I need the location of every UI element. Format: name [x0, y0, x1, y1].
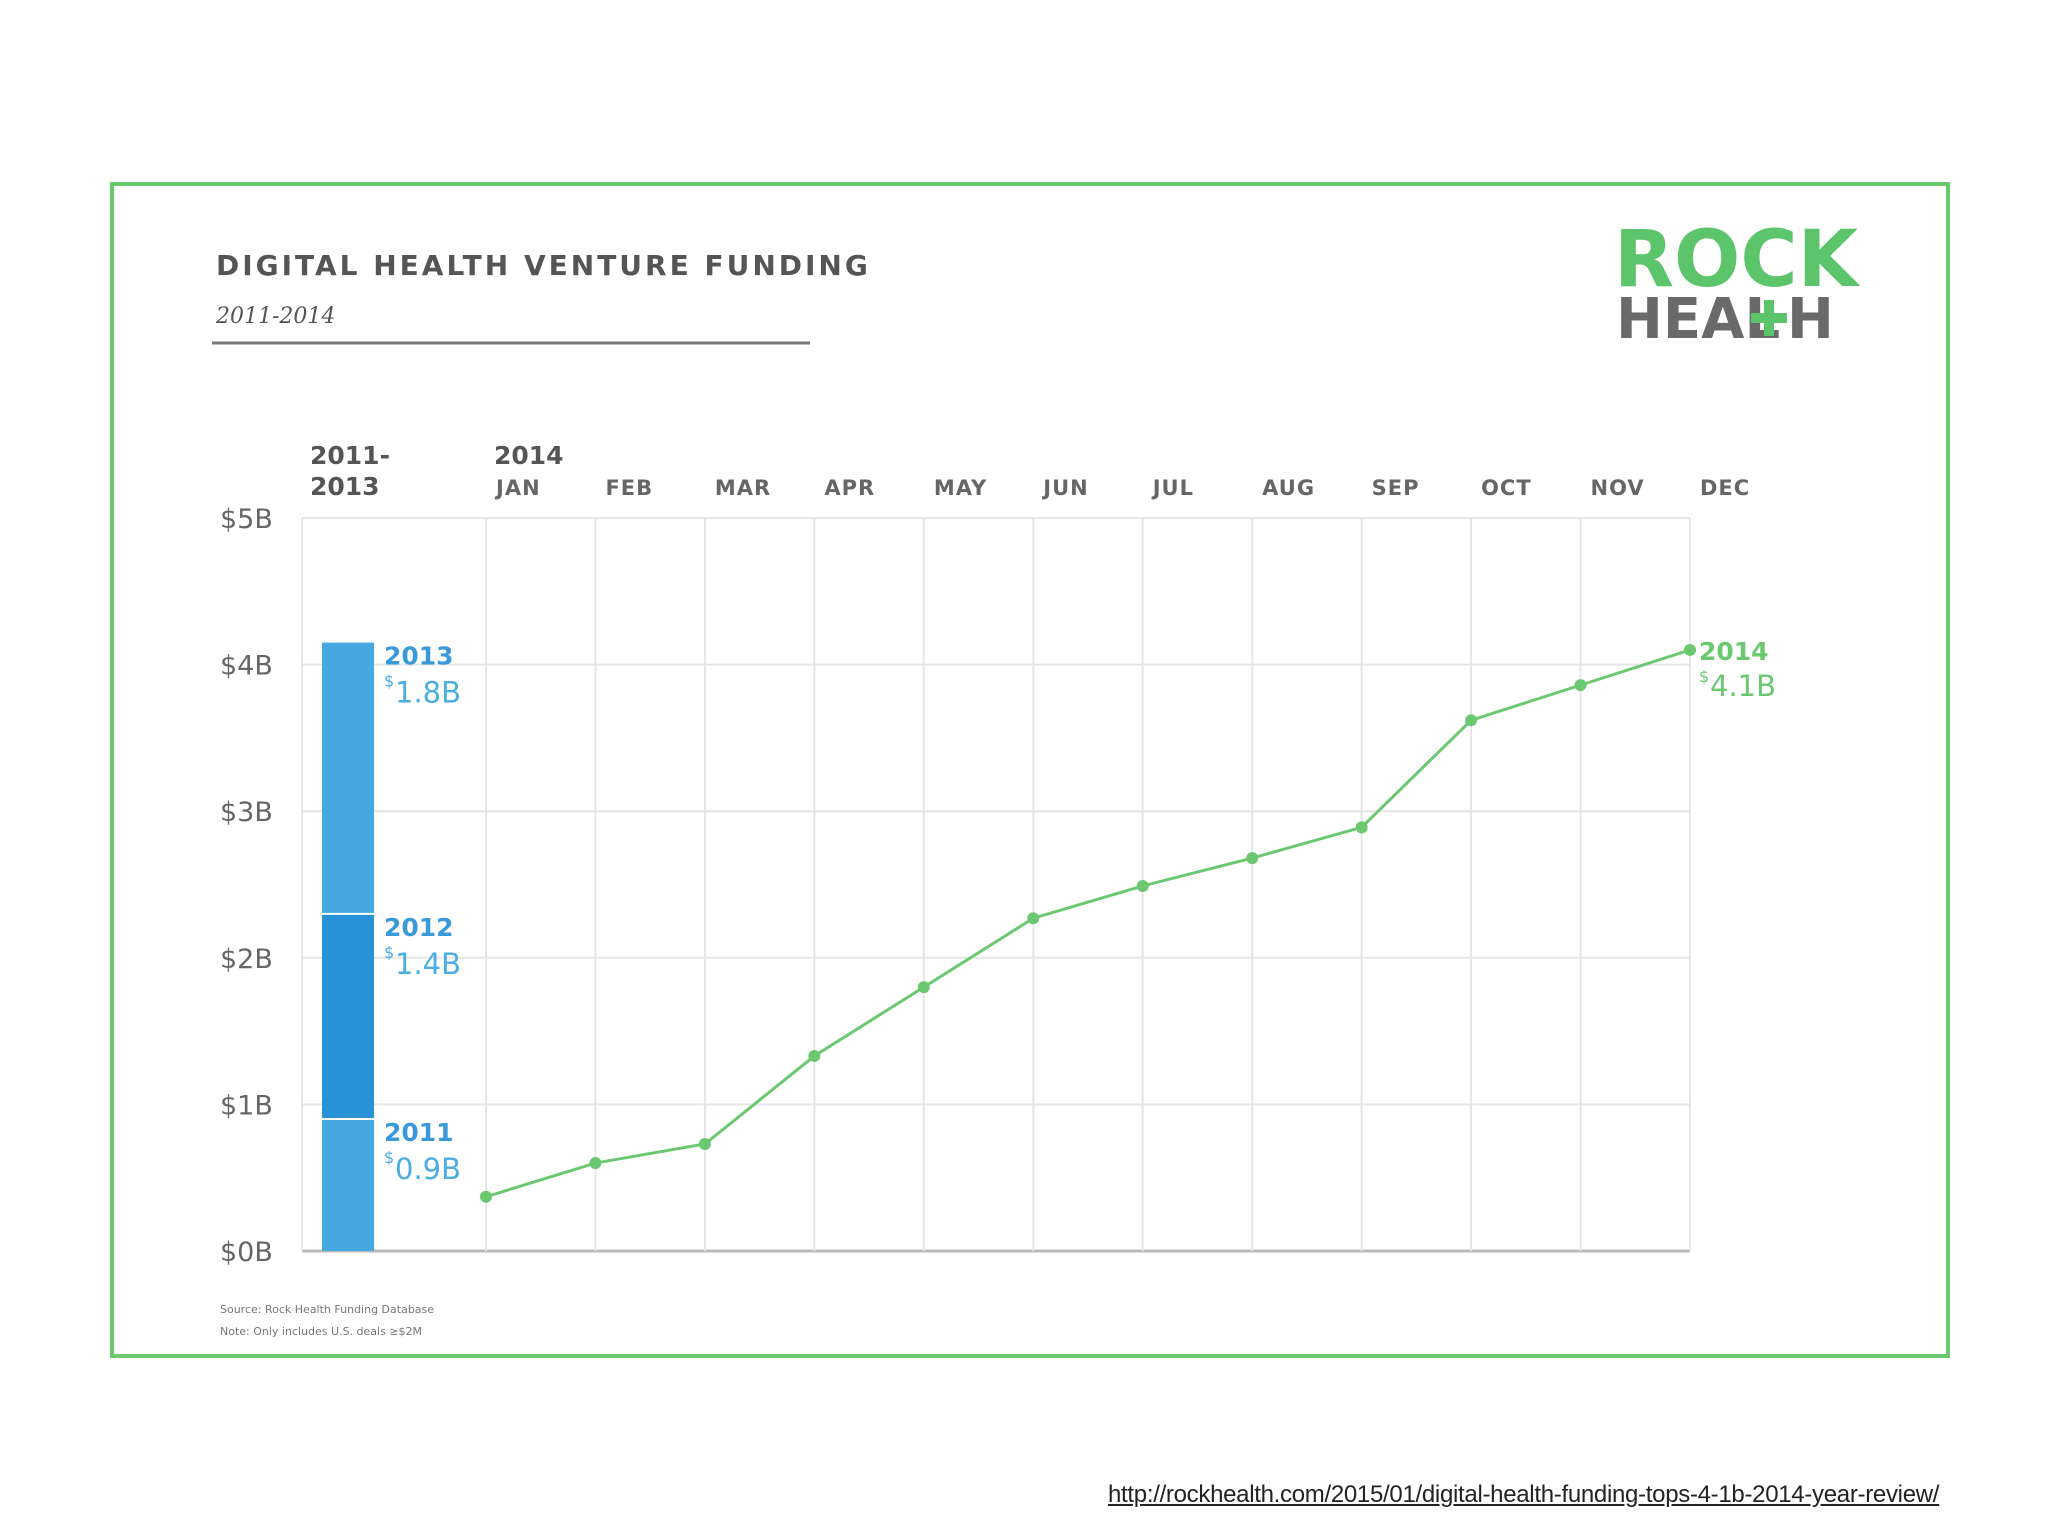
y-tick-label: $5B	[220, 504, 273, 535]
data-point	[1465, 714, 1478, 727]
bar-segment-2011	[322, 1119, 374, 1251]
data-point	[1574, 679, 1587, 692]
funding-line-2014	[480, 643, 1696, 1203]
chart-subtitle: 2011-2014	[215, 304, 335, 329]
segment-year-label: 2012	[384, 913, 454, 942]
col-header-stack-line2: 2013	[310, 472, 380, 501]
month-label: JUL	[1151, 476, 1194, 500]
deal-note: Note: Only includes U.S. deals ≥$2M	[220, 1325, 422, 1338]
col-header-year: 2014	[494, 441, 564, 470]
segment-year-label: 2013	[384, 642, 454, 671]
month-label: FEB	[605, 476, 653, 500]
logo-health-text-2: H	[1787, 287, 1834, 352]
column-headers: 2011- 2013 2014	[310, 441, 564, 501]
end-label-amount: 4.1B	[1710, 669, 1776, 703]
month-label: APR	[824, 476, 875, 500]
gridlines	[301, 517, 1691, 1253]
end-label-currency: $	[1699, 667, 1709, 686]
chart-title: DIGITAL HEALTH VENTURE FUNDING	[216, 249, 871, 282]
segment-currency-label: $	[384, 672, 394, 691]
month-label: JUN	[1041, 476, 1088, 500]
month-labels: JAN FEB MAR APR MAY JUN JUL AUG SEP OCT NOV DEC	[494, 476, 1750, 500]
data-point	[1136, 879, 1149, 892]
data-point	[808, 1050, 821, 1063]
col-header-stack-line1: 2011-	[310, 441, 390, 470]
month-label: AUG	[1262, 476, 1315, 500]
data-point	[1684, 643, 1696, 656]
segment-year-label: 2011	[384, 1118, 454, 1147]
y-tick-label: $0B	[220, 1237, 273, 1268]
source-note: Source: Rock Health Funding Database	[220, 1303, 434, 1316]
month-label: DEC	[1700, 476, 1750, 500]
segment-amount-label: 1.8B	[395, 676, 461, 710]
month-label: MAY	[934, 476, 987, 500]
source-url-link[interactable]: http://rockhealth.com/2015/01/digital-he…	[1108, 1481, 1940, 1508]
y-tick-label: $3B	[220, 797, 273, 828]
month-label: NOV	[1591, 476, 1645, 500]
month-label: SEP	[1372, 476, 1420, 500]
funding-chart: DIGITAL HEALTH VENTURE FUNDING 2011-2014…	[212, 215, 1861, 1338]
segment-amount-label: 0.9B	[395, 1152, 461, 1186]
chart-frame: DIGITAL HEALTH VENTURE FUNDING 2011-2014…	[110, 182, 1950, 1358]
logo-rock-text: ROCK	[1614, 215, 1861, 305]
data-point	[1355, 821, 1368, 834]
segment-currency-label: $	[384, 943, 394, 962]
y-tick-label: $2B	[220, 944, 273, 975]
data-point	[480, 1190, 492, 1203]
data-point	[917, 981, 930, 994]
data-point	[1246, 852, 1259, 865]
plus-icon	[1751, 300, 1787, 336]
bar-segment-2012	[322, 913, 374, 1120]
rock-health-logo: ROCK HEAL H	[1614, 215, 1861, 352]
series-line	[485, 648, 1691, 1199]
segment-currency-label: $	[384, 1148, 394, 1167]
bar-segment-2013	[322, 642, 374, 914]
data-point	[589, 1157, 602, 1170]
y-tick-label: $1B	[220, 1090, 273, 1121]
data-point	[1027, 912, 1040, 925]
segment-amount-label: 1.4B	[395, 947, 461, 981]
month-label: JAN	[494, 476, 541, 500]
data-point	[698, 1137, 711, 1150]
end-label-year: 2014	[1699, 637, 1769, 666]
month-label: OCT	[1481, 476, 1532, 500]
y-axis-ticks: $5B $4B $3B $2B $1B $0B	[220, 504, 273, 1268]
y-tick-label: $4B	[220, 651, 273, 682]
month-label: MAR	[715, 476, 771, 500]
